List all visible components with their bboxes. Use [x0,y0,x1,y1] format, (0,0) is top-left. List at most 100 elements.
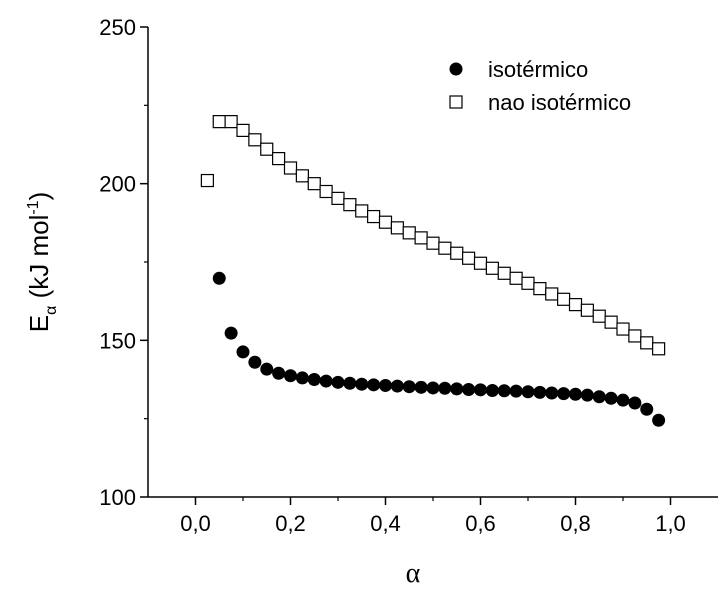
data-point [462,383,476,397]
y-axis-label-close: ) [24,192,54,201]
legend-label-nao-isotermico: nao isotérmico [488,90,631,115]
x-tick-label: 0,8 [560,511,591,536]
data-point [248,355,262,369]
data-point [628,329,642,343]
data-point [295,371,309,385]
x-tick-label: 0,2 [275,511,306,536]
data-point [616,393,630,407]
data-point [248,133,262,147]
data-point [652,342,666,356]
data-point [236,345,250,359]
data-point [260,362,274,376]
data-point [533,282,547,296]
legend: isotérmico nao isotérmico [449,57,631,115]
data-point [545,386,559,400]
x-tick-label: 0,0 [180,511,211,536]
data-point [295,169,309,183]
data-point [557,292,571,306]
data-point [438,241,452,255]
data-point [497,384,511,398]
data-point [521,276,535,290]
legend-marker-isotermico [449,62,463,76]
data-point [616,322,630,336]
data-point [640,402,654,416]
data-point [390,221,404,235]
x-tick-label: 0,6 [465,511,496,536]
y-axis-label-main: E [24,315,54,332]
data-point [580,388,594,402]
data-point [580,303,594,317]
data-point [224,326,238,340]
data-point [569,387,582,401]
legend-marker-nao-isotermico [449,95,463,109]
data-point [367,378,381,392]
y-tick-label: 200 [99,172,136,197]
data-point [319,374,333,388]
data-point [592,309,606,323]
data-point [343,376,357,390]
data-point [521,385,535,399]
data-point [307,373,321,386]
data-point [426,236,440,250]
data-point [568,298,583,312]
data-point [284,369,297,383]
data-point [509,271,523,285]
data-point [379,378,392,392]
data-point [652,413,666,427]
ticks: 100 150 200 250 0,0 0,2 0,4 0,6 0,8 1,0 [99,15,686,536]
data-point [319,184,333,199]
data-point [438,381,452,395]
data-point [497,266,511,280]
data-point [640,336,654,350]
data-point [343,198,357,212]
data-point [367,209,381,224]
data-point [462,251,476,265]
data-point [414,380,428,394]
legend-label-isotermico: isotérmico [488,57,588,82]
data-point [485,261,499,275]
y-axis-label-units: (kJ mol [24,215,54,306]
data-point [200,173,214,188]
data-point [402,226,416,240]
data-point [545,287,559,301]
data-point [414,231,428,245]
data-point [628,396,642,410]
series-1 [200,115,666,356]
y-tick-label: 150 [99,328,136,353]
y-axis-label-sup: -1 [25,200,42,214]
data-point [426,381,440,395]
data-point [283,161,298,175]
y-tick-label: 250 [99,15,136,40]
axes [147,27,718,498]
x-axis-label: α [406,558,421,589]
data-point [474,383,487,397]
data-point [485,383,499,397]
data-points [200,115,666,427]
data-point [224,115,238,129]
data-point [355,377,369,391]
data-point [260,142,274,156]
data-point [533,385,547,399]
data-point [473,256,488,270]
data-point [557,387,571,401]
data-point [355,204,369,218]
data-point [212,115,226,129]
data-point [378,215,393,229]
series-0 [212,271,666,427]
data-point [450,246,464,260]
x-tick-label: 0,4 [370,511,401,536]
y-tick-label: 100 [99,485,136,510]
data-point [402,380,416,394]
data-point [450,382,464,396]
data-point [331,375,345,389]
data-point [331,191,345,205]
data-point [307,177,321,191]
data-point [236,123,250,138]
data-point [272,366,286,380]
data-point [604,315,618,329]
y-axis-label-sub: α [43,306,60,315]
data-point [390,379,404,393]
x-tick-label: 1,0 [655,511,686,536]
y-axis-label: Eα (kJ mol-1) [24,192,60,333]
